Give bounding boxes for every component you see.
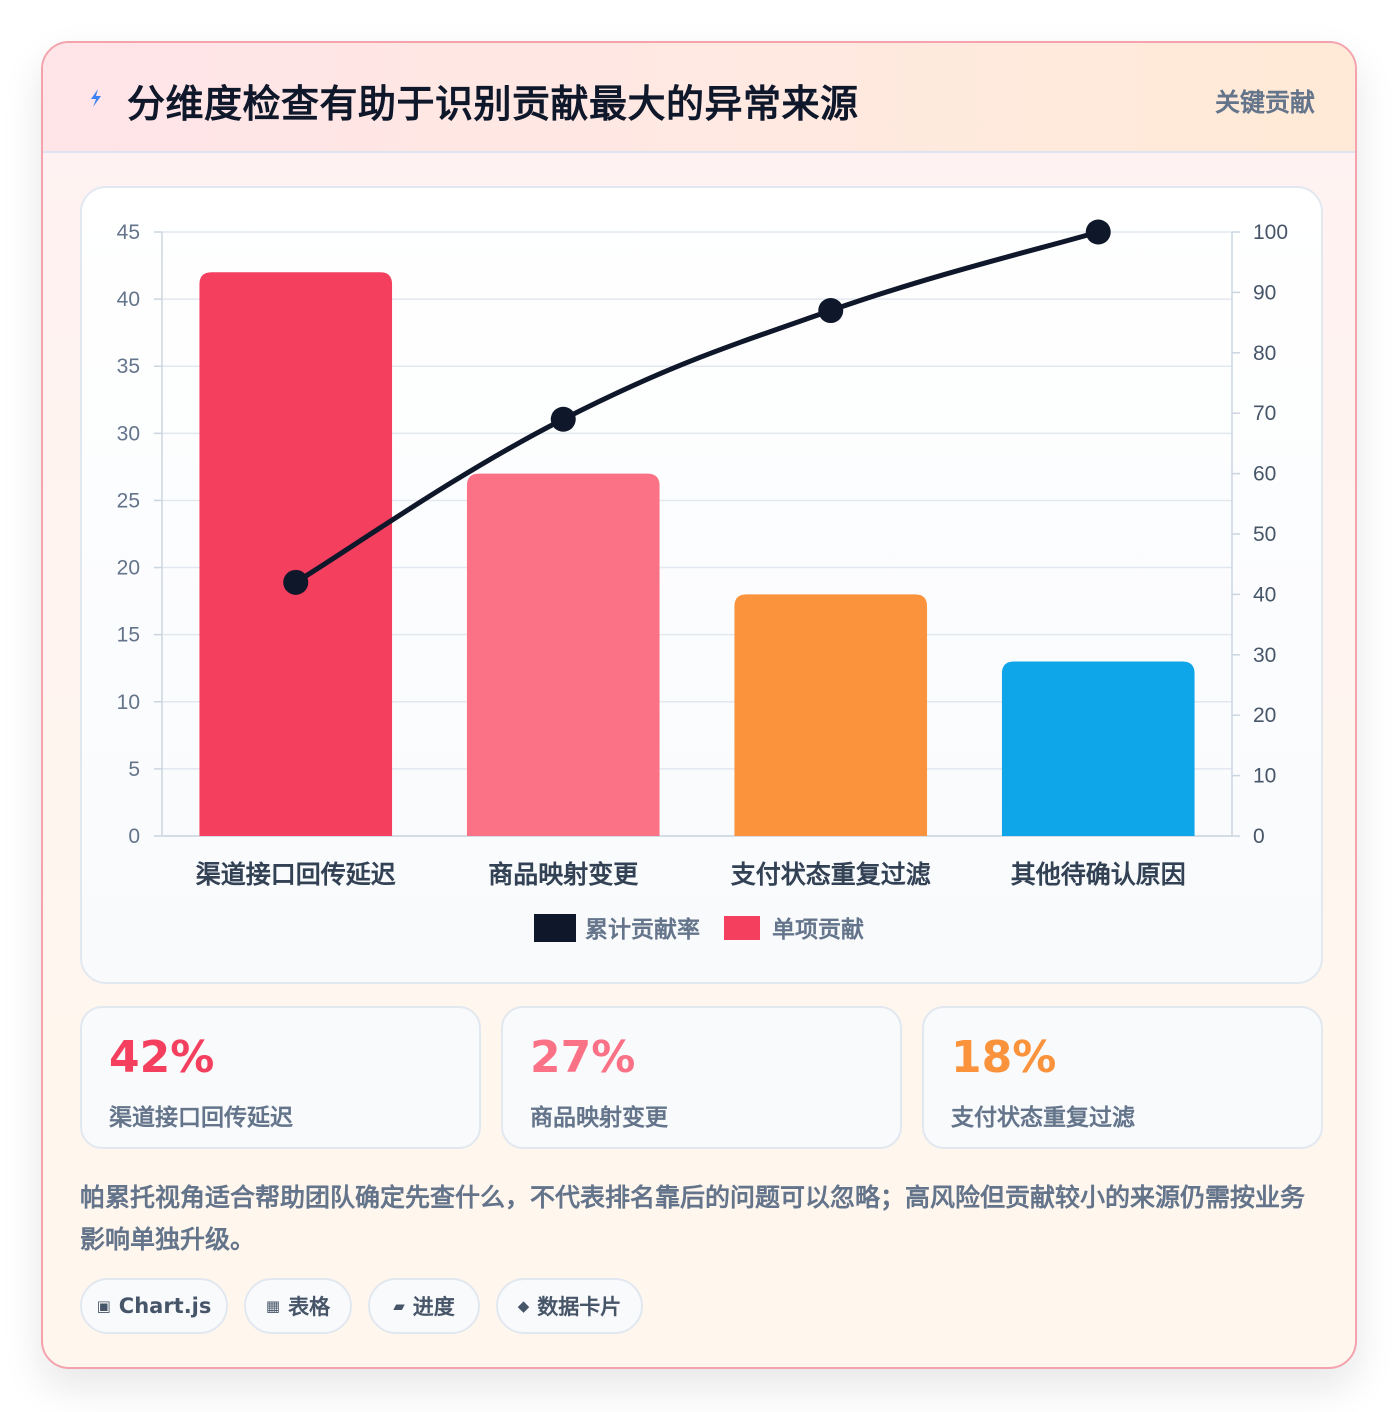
y-left-tick-label: 10 [117,691,140,714]
cumulative-point-4 [1085,219,1111,245]
y-right-tick-label: 90 [1253,281,1276,304]
stat-card-2: 27% 商品映射变更 [501,1006,902,1149]
y-right-tick-label: 40 [1253,583,1276,606]
card-title: 分维度检查有助于识别贡献最大的异常来源 [127,82,859,126]
y-left-tick-label: 20 [117,557,140,580]
insight-card: 分维度检查有助于识别贡献最大的异常来源 关键贡献 0 5 10 15 20 25 30 35 4… [41,41,1357,1369]
legend-swatch-line [534,914,576,942]
y-right-tick-label: 100 [1253,221,1288,244]
y-left-tick-label: 5 [128,758,140,781]
x-tick-label: 支付状态重复过滤 [731,860,931,889]
stat-label: 商品映射变更 [530,1105,668,1131]
bar-1 [199,272,393,836]
y-left-tick-label: 0 [128,825,140,848]
legend-swatch-bar [724,916,760,940]
chip-table[interactable]: ▦ 表格 [244,1278,352,1334]
x-tick-label: 商品映射变更 [488,860,639,889]
chart-icon: ▣ [96,1297,111,1315]
table-icon: ▦ [265,1297,281,1315]
stat-label: 支付状态重复过滤 [951,1105,1135,1131]
y-left-tick-label: 15 [117,624,140,647]
stat-card-3: 18% 支付状态重复过滤 [922,1006,1323,1149]
x-tick-label: 渠道接口回传延迟 [196,860,396,889]
stat-value: 42% [109,1032,215,1083]
bar-4 [1001,661,1195,836]
stat-card-1: 42% 渠道接口回传延迟 [80,1006,481,1149]
cumulative-point-3 [818,298,844,324]
cumulative-point-1 [283,569,309,595]
y-right-tick-label: 80 [1253,342,1276,365]
chip-progress[interactable]: ▰ 进度 [368,1278,480,1334]
chip-label: 进度 [412,1295,455,1319]
cumulative-point-2 [550,406,576,432]
chip-label: 数据卡片 [537,1295,622,1319]
y-right-tick-label: 30 [1253,644,1276,667]
cumulative-line [293,229,1101,585]
x-tick-label: 其他待确认原因 [1011,860,1186,889]
footnote-text: 帕累托视角适合帮助团队确定先查什么，不代表排名靠后的问题可以忽略；高风险但贡献较… [80,1183,1306,1254]
diamond-icon: ◆ [517,1297,530,1315]
bar-3 [734,594,928,836]
y-left-tick-label: 30 [117,422,140,445]
y-left-tick-label: 40 [117,288,140,311]
y-left-tick-label: 45 [117,221,140,244]
y-right-tick-label: 50 [1253,523,1276,546]
bar-2 [466,473,660,836]
legend-label-bar: 单项贡献 [772,917,864,943]
card-header: 分维度检查有助于识别贡献最大的异常来源 关键贡献 [43,43,1355,153]
header-tag: 关键贡献 [1214,88,1315,117]
y-right-tick-label: 70 [1253,402,1276,425]
lightning-icon [91,89,101,107]
legend-label-line: 累计贡献率 [585,916,700,943]
chip-chartjs[interactable]: ▣ Chart.js [80,1278,228,1334]
y-right-tick-label: 60 [1253,463,1276,486]
stat-value: 18% [951,1032,1057,1083]
chip-data-card[interactable]: ◆ 数据卡片 [496,1278,643,1334]
y-left-tick-label: 25 [117,489,140,512]
y-right-tick-label: 10 [1253,765,1276,788]
stat-label: 渠道接口回传延迟 [109,1105,293,1131]
progress-icon: ▰ [393,1297,405,1315]
chip-label: 表格 [288,1295,331,1319]
y-right-tick-label: 20 [1253,704,1276,727]
stat-value: 27% [530,1032,636,1083]
y-left-tick-label: 35 [117,355,140,378]
pareto-chart: 0 5 10 15 20 25 30 35 40 45 0 10 20 30 40 50 60 70 80 90 100… [117,219,1288,943]
y-right-tick-label: 0 [1253,825,1265,848]
chip-label: Chart.js [118,1294,212,1318]
chart-container: 0 5 10 15 20 25 30 35 40 45 0 10 20 30 40 50 60 70 80 90 100… [80,186,1323,984]
